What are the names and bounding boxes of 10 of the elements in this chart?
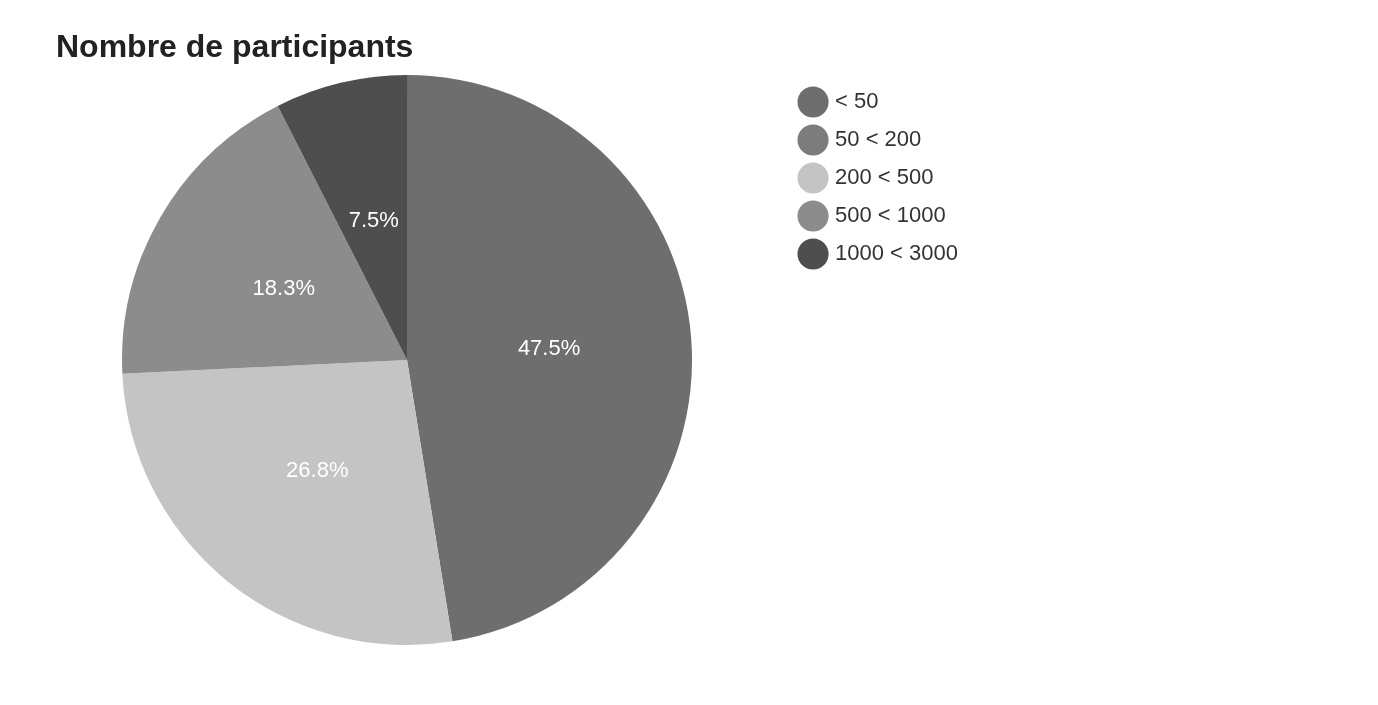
data-label: 18.3%: [252, 274, 315, 300]
data-label: 7.5%: [348, 207, 399, 233]
legend-label: < 50: [835, 88, 879, 114]
chart-title: Nombre de participants: [56, 28, 415, 65]
legend-label: 50 < 200: [835, 126, 922, 152]
legend-label: 200 < 500: [835, 164, 934, 190]
data-label: 47.5%: [517, 334, 581, 360]
legend-label: 1000 < 3000: [835, 240, 959, 266]
data-label: 26.8%: [286, 456, 349, 482]
legend-label: 500 < 1000: [835, 202, 946, 228]
